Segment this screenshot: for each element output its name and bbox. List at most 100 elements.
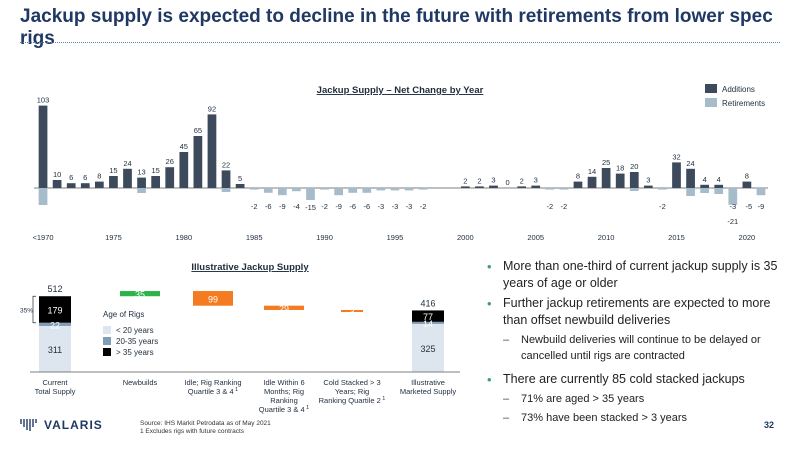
data-label-1988: -4: [293, 202, 300, 211]
data-label-1987: -9: [279, 202, 286, 211]
category-label-line: Ranking Quartile 2: [319, 396, 381, 405]
sub-bullet-text: 73% have been stacked > 3 years: [521, 412, 688, 424]
bar-2014: [658, 188, 667, 190]
data-label-2004: 2: [520, 176, 524, 185]
annotation-35pct: 35%: [20, 307, 33, 314]
current-segment-lt20: [39, 325, 71, 372]
bar-1978: [151, 176, 161, 188]
marketed-label-gt35: 77: [423, 312, 433, 322]
data-label-1981: 65: [194, 126, 202, 135]
category-label-line: Ranking: [270, 396, 298, 405]
chart-title: Jackup Supply – Net Change by Year: [317, 85, 484, 96]
data-label-1980: 45: [180, 142, 188, 151]
data-label-1982: 92: [208, 104, 216, 113]
x-tick-2000: 2000: [457, 233, 474, 242]
bullet-text: There are currently 85 cold stacked jack…: [503, 372, 745, 386]
data-label-1978: 15: [151, 166, 159, 175]
legend-label-0: < 20 years: [116, 326, 154, 335]
sub-bullet-text: Newbuild deliveries will continue to be …: [521, 334, 761, 362]
data-label-2018: 4: [717, 175, 721, 184]
bar-1989: [306, 188, 315, 200]
bar-1995: [390, 188, 400, 191]
data-label-2002: 3: [491, 176, 495, 185]
bar-2001: [475, 186, 484, 188]
x-tick-2015: 2015: [668, 233, 685, 242]
bar-2019: [728, 188, 738, 205]
sub-bullet-item: – Newbuild deliveries will continue to be…: [485, 332, 785, 364]
title-divider: [20, 42, 780, 43]
bullet-item: • More than one-third of current jackup s…: [485, 258, 785, 292]
x-tick-1980: 1980: [175, 233, 192, 242]
retirement-bar-2012: [629, 188, 639, 191]
waterfall-bar-4: [341, 309, 363, 312]
data-label-<1970: 103: [37, 96, 50, 105]
bullet-item: • There are currently 85 cold stacked jac…: [485, 371, 785, 388]
category-label-line: Years; Rig: [335, 387, 369, 396]
bar-1983: [221, 170, 231, 188]
data-label-1971: 10: [53, 170, 61, 179]
x-tick-<1970: <1970: [32, 233, 53, 242]
data-label-1985: -2: [251, 202, 258, 211]
footnote-line: 1 Excludes rigs with future contracts: [140, 428, 245, 435]
x-tick-2010: 2010: [598, 233, 615, 242]
data-label-1991: -9: [335, 202, 342, 211]
data-label-1983: 22: [222, 160, 230, 169]
current-segment-gt35: [39, 296, 71, 323]
footer: VALARIS: [20, 418, 103, 432]
category-label-line: Newbuilds: [123, 378, 158, 387]
bar-1973: [80, 183, 90, 188]
x-tick-1995: 1995: [387, 233, 404, 242]
bar-2000: [460, 186, 470, 188]
bar-2008: [573, 181, 583, 188]
dash-icon: –: [503, 334, 510, 346]
data-label-1994: -3: [378, 202, 385, 211]
category-label-line: Quartile 3 & 4: [259, 405, 305, 414]
data-label-2009: 14: [588, 167, 596, 176]
category-label-4: Cold Stacked > 3 Years; Rig Ranking Quarti…: [319, 378, 386, 405]
bar-2021: [756, 188, 766, 196]
retirement-bar-1983: [221, 188, 231, 192]
legend-swatch-additions: [705, 84, 717, 93]
data-label-1997: -2: [420, 202, 427, 211]
bar-<1970: [38, 105, 48, 188]
retirement-bar-2016: [686, 188, 695, 196]
bar-1987: [277, 188, 287, 196]
retirement-bar-2017: [700, 188, 710, 193]
bar-1990: [320, 188, 329, 190]
logo-mark-icon: [20, 419, 37, 431]
current-segment-20-35: [39, 322, 71, 326]
current-total-label: 512: [47, 284, 62, 294]
data-label-2007: -2: [561, 202, 568, 211]
footnote-superscript: 1: [234, 387, 239, 393]
sub-bullet-item: –73% have been stacked > 3 years: [485, 410, 785, 426]
page-title: Jackup supply is expected to decline in …: [20, 6, 773, 49]
legend-label-additions: Additions: [722, 85, 755, 94]
data-label-1979: 26: [166, 157, 174, 166]
data-label-2020: 8: [745, 172, 749, 181]
bullet-text: More than one-third of current jackup su…: [503, 259, 778, 290]
footnote-superscript: 1: [305, 405, 310, 411]
bar-1979: [165, 167, 175, 188]
retirement-bar-<1970: [38, 188, 48, 205]
data-label-2005: 3: [534, 176, 538, 185]
data-label-2010: 25: [602, 158, 610, 167]
waterfall-bar-1: [120, 291, 160, 297]
data-label-1984: 5: [238, 174, 242, 183]
legend-label-1: 20-35 years: [116, 337, 158, 346]
bar-2009: [587, 176, 597, 188]
data-label-1975: 15: [109, 166, 117, 175]
marketed-segment-gt35: [412, 310, 444, 322]
bar-2011: [615, 173, 625, 188]
bar-2005: [531, 185, 541, 188]
marketed-segment-20-35: [412, 321, 444, 324]
bar-2006: [545, 188, 555, 190]
data-label-1989: -15: [305, 203, 316, 212]
category-label-line: Marketed Supply: [400, 387, 457, 396]
bullet-dot-icon: •: [487, 259, 492, 274]
bullet-dot-icon: •: [487, 372, 492, 387]
bar-1993: [362, 188, 372, 193]
logo-text: VALARIS: [44, 418, 103, 432]
data-label-2019: -21: [727, 217, 738, 226]
waterfall-bar-2: [193, 291, 233, 306]
bar-1988: [292, 188, 301, 192]
